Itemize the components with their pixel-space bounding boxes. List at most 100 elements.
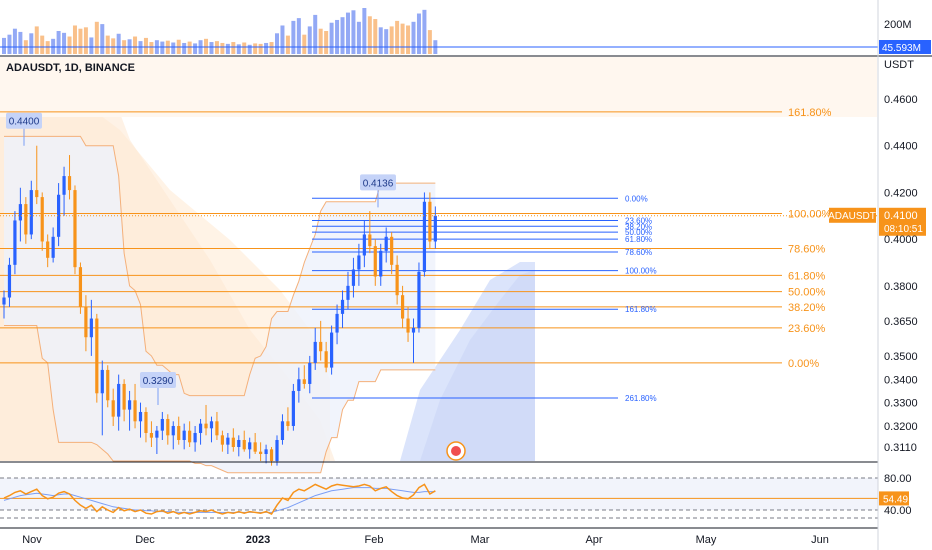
fib-level-label: 78.60% — [788, 243, 826, 255]
price-tick: 0.3300 — [884, 398, 918, 410]
candle-body — [384, 236, 388, 251]
callout-box — [6, 112, 42, 129]
fib-small-label: 78.60% — [625, 248, 652, 257]
price-callouts: 0.4400 0.3290 0.4136 — [6, 112, 396, 405]
fib-retracement-main[interactable]: 161.80%100.00%78.60%61.80%50.00%38.20%23… — [0, 107, 832, 370]
fib-small-label: 38.20% — [625, 222, 652, 231]
candle-body — [379, 250, 383, 277]
volume-bar — [242, 42, 247, 54]
volume-bar — [329, 22, 334, 54]
volume-bar — [133, 36, 138, 54]
candle-body — [395, 264, 399, 296]
candle-body — [51, 236, 55, 258]
candle-body — [280, 421, 285, 440]
volume-bar — [45, 41, 50, 54]
volume-bar — [182, 42, 187, 54]
volume-tick: 200M — [884, 19, 912, 31]
fib-level-label: 23.60% — [788, 323, 826, 335]
symbol-title[interactable]: ADAUSDT, 1D, BINANCE — [6, 62, 135, 74]
candle-body — [237, 439, 241, 447]
volume-bar — [318, 28, 323, 54]
candle-body — [193, 432, 197, 443]
volume-bar — [94, 21, 99, 54]
fib-level-label: 61.80% — [788, 270, 826, 282]
candle-body — [357, 255, 361, 270]
time-tick: May — [696, 534, 717, 546]
candle-body — [368, 234, 372, 247]
rsi-tick: 40.00 — [884, 505, 912, 517]
price-tick: 0.3200 — [884, 421, 918, 433]
fib-small-label: 161.80% — [625, 305, 657, 314]
price-tick: 0.3400 — [884, 374, 918, 386]
volume-tag — [879, 40, 931, 54]
candle-body — [106, 369, 110, 401]
candle-body — [264, 449, 268, 455]
candle-body — [100, 369, 104, 394]
volume-bar — [62, 32, 67, 54]
rsi-tag — [879, 491, 909, 506]
callout-box — [140, 371, 176, 388]
volume-bar — [378, 27, 383, 54]
candle-body — [428, 201, 432, 242]
candle-body — [144, 411, 148, 433]
candle-body — [46, 241, 50, 258]
fib-retracement-small[interactable]: 0.00% 23.60%38.20%50.00%61.80% 78.60% 100.0… — [312, 194, 657, 403]
volume-tag-label: 45.593M — [882, 43, 921, 54]
volume-bar — [111, 38, 116, 54]
candle-body — [35, 190, 39, 198]
candle-body — [182, 430, 186, 440]
volume-bar — [18, 31, 23, 54]
candle-body — [84, 306, 88, 338]
volume-bar — [313, 14, 318, 54]
volume-bar — [406, 25, 411, 54]
fib-small-label: 261.80% — [625, 394, 657, 403]
volume-bar — [373, 19, 378, 54]
volume-bar — [160, 41, 165, 54]
volume-bar — [29, 33, 34, 54]
volume-bar — [67, 36, 72, 54]
price-pane-background — [0, 57, 877, 474]
candle-body — [117, 383, 121, 417]
price-tick: 0.4400 — [884, 141, 918, 153]
volume-bar — [269, 42, 274, 54]
candle-body — [111, 400, 115, 417]
volume-bar — [171, 42, 176, 54]
candle-body — [373, 246, 377, 277]
volume-bar — [296, 18, 301, 54]
volume-bar — [291, 20, 296, 55]
candle-body — [7, 264, 12, 298]
volume-bar — [324, 31, 329, 54]
candle-body — [400, 295, 405, 319]
candle-body — [122, 383, 126, 410]
volume-bar — [214, 41, 219, 54]
rsi-line — [3, 483, 436, 515]
volume-bar — [193, 43, 198, 54]
volume-bar — [416, 13, 421, 54]
volume-bar — [422, 9, 427, 54]
candle-body — [259, 451, 263, 455]
fib-small-label: 23.60% — [625, 216, 652, 225]
price-tag-value: 0.4100 — [884, 210, 918, 222]
volume-bar — [400, 23, 405, 54]
candle-body — [29, 190, 33, 235]
candle-body — [62, 176, 66, 195]
volume-bar — [7, 34, 12, 54]
candle-body — [198, 423, 203, 433]
volume-bar — [345, 12, 350, 55]
candle-body — [231, 437, 235, 447]
volume-bar — [427, 30, 432, 54]
fib-level-label: 38.20% — [788, 302, 826, 314]
candle-body — [340, 299, 345, 314]
candle-body — [275, 439, 279, 462]
volume-bar — [247, 44, 252, 54]
volume-bar — [264, 42, 269, 54]
candle-body — [351, 269, 356, 286]
candle-body — [149, 432, 154, 438]
fib-small-label: 61.80% — [625, 235, 652, 244]
candle-body — [13, 220, 17, 265]
price-tick: 0.3650 — [884, 316, 918, 328]
time-tick: Apr — [585, 534, 602, 546]
